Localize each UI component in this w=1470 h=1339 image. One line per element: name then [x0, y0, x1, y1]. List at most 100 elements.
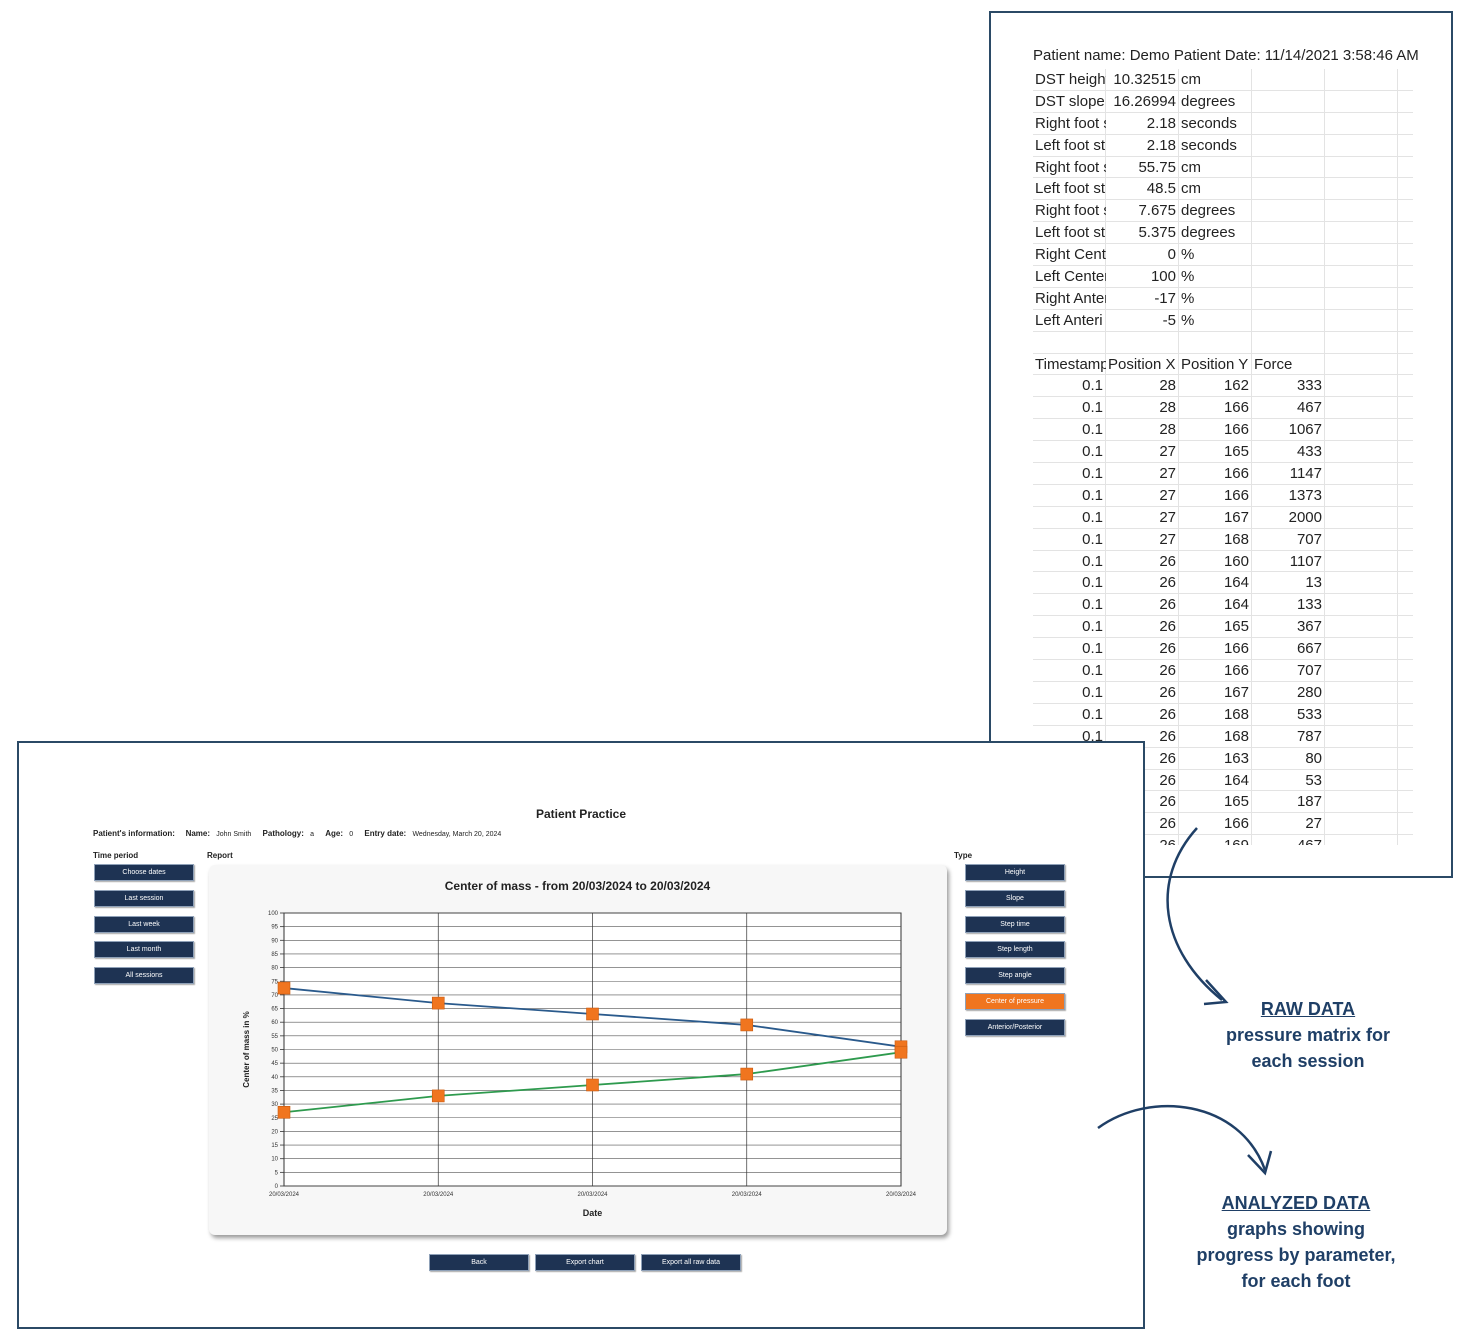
name-label: Name: — [185, 829, 211, 838]
summary-unit-cell: cm — [1181, 180, 1201, 198]
empty-cell — [1252, 288, 1325, 309]
summary-value-cell: 48.5 — [1146, 180, 1176, 198]
type-button-center-of-pressure[interactable]: Center of pressure — [965, 993, 1065, 1010]
analyzed-data-arrowhead-icon — [1247, 1150, 1273, 1176]
type-button-step-angle[interactable]: Step angle — [965, 967, 1065, 985]
raw-data-cell: 164 — [1223, 596, 1249, 614]
raw-data-cell: 467 — [1296, 399, 1322, 417]
summary-label-cell: Left foot st — [1035, 180, 1106, 198]
empty-cell — [1325, 660, 1398, 681]
time-button-all-sessions[interactable]: All sessions — [94, 967, 194, 985]
empty-cell — [1325, 748, 1398, 769]
time-button-last-week[interactable]: Last week — [94, 915, 194, 933]
raw-data-row: 0.1 28 162 333 — [1033, 375, 1413, 398]
y-tick-label: 0 — [275, 1184, 279, 1190]
raw-data-cell: 0.1 — [1082, 399, 1103, 417]
summary-row: Right foot s 2.18 seconds — [1033, 113, 1413, 135]
summary-label-cell: DST slope — [1035, 92, 1105, 110]
raw-data-cell: 333 — [1296, 377, 1322, 395]
analyzed-data-caption-2: progress by parameter, — [1196, 1245, 1396, 1265]
empty-cell — [1398, 113, 1413, 134]
age-label: Age: — [325, 829, 344, 838]
type-button-step-length[interactable]: Step length — [965, 941, 1065, 959]
empty-cell — [1325, 682, 1398, 703]
empty-cell — [1252, 222, 1325, 243]
empty-cell — [1325, 704, 1398, 725]
raw-data-row: 0.1 27 166 1373 — [1033, 485, 1413, 507]
entry-date: Wednesday, March 20, 2024 — [412, 831, 502, 838]
empty-cell — [1252, 332, 1325, 353]
empty-cell — [1398, 507, 1413, 528]
column-header-cell: Position X — [1108, 355, 1176, 373]
data-point-marker — [431, 1089, 445, 1103]
time-button-last-month[interactable]: Last month — [94, 941, 194, 959]
type-button-step-time[interactable]: Step time — [965, 915, 1065, 933]
raw-data-cell: 167 — [1223, 508, 1249, 526]
back-button[interactable]: Back — [429, 1254, 529, 1271]
x-tick-label: 20/03/2024 — [886, 1192, 917, 1198]
y-tick-label: 90 — [271, 938, 278, 944]
raw-data-cell: 169 — [1179, 835, 1252, 845]
raw-data-cell: 0.1 — [1082, 530, 1103, 548]
empty-cell — [1398, 244, 1413, 265]
summary-row: Left Anteri -5% — [1033, 310, 1413, 332]
raw-data-cell: 27 — [1159, 486, 1176, 504]
empty-cell — [1252, 69, 1325, 90]
empty-cell — [1325, 91, 1398, 112]
raw-data-cell: 26 — [1159, 793, 1176, 811]
empty-cell — [1325, 135, 1398, 156]
empty-cell — [1398, 485, 1413, 506]
empty-cell — [1325, 157, 1398, 178]
raw-data-cell: 0.1 — [1082, 618, 1103, 636]
y-tick-label: 25 — [271, 1116, 278, 1122]
empty-cell — [1325, 441, 1398, 462]
raw-data-heading: RAW DATA — [1260, 999, 1356, 1019]
empty-cell — [1398, 551, 1413, 572]
summary-unit-cell: % — [1181, 289, 1195, 307]
patient-information: Patient's information: Name: John Smith … — [93, 829, 510, 838]
empty-cell — [1398, 157, 1413, 178]
analyzed-data-heading: ANALYZED DATA — [1221, 1193, 1371, 1213]
empty-cell — [1033, 332, 1106, 353]
patient-practice-window: Patient Practice Patient's information: … — [17, 741, 1145, 1329]
raw-data-cell: 26 — [1159, 749, 1176, 767]
x-tick-label: 20/03/2024 — [423, 1192, 454, 1198]
raw-data-cell: 27 — [1159, 443, 1176, 461]
raw-data-cell: 133 — [1296, 596, 1322, 614]
raw-data-header-row: Timestamp Position X Position Y Force — [1033, 354, 1413, 376]
summary-row: Right Anter -17% — [1033, 288, 1413, 310]
empty-cell — [1398, 770, 1413, 791]
summary-unit-cell: degrees — [1181, 202, 1236, 220]
raw-data-cell: 1147 — [1289, 465, 1322, 483]
raw-data-cell: 26 — [1159, 552, 1176, 570]
empty-cell — [1252, 200, 1325, 221]
time-button-last-session[interactable]: Last session — [94, 889, 194, 907]
pathology-label: Pathology: — [262, 829, 304, 838]
summary-unit-cell: seconds — [1181, 114, 1237, 132]
summary-label-cell: Right Cente — [1035, 246, 1106, 264]
type-button-height[interactable]: Height — [965, 864, 1065, 881]
empty-cell — [1398, 200, 1413, 221]
type-button-anterior-posterior[interactable]: Anterior/Posterior — [965, 1018, 1065, 1036]
summary-label-cell: Left Center — [1035, 268, 1106, 286]
entry-date-label: Entry date: — [364, 829, 407, 838]
time-button-choose-dates[interactable]: Choose dates — [94, 864, 194, 881]
type-button-slope[interactable]: Slope — [965, 889, 1065, 907]
summary-row: Left foot st 2.18 seconds — [1033, 135, 1413, 157]
y-tick-label: 60 — [271, 1020, 278, 1026]
raw-data-cell: 166 — [1223, 815, 1249, 833]
raw-data-spreadsheet: Patient name: Demo Patient Date: 11/14/2… — [989, 11, 1453, 878]
raw-data-cell: 26 — [1159, 705, 1176, 723]
export-chart-button[interactable]: Export chart — [535, 1254, 635, 1271]
raw-data-row: 0.1 26 166 707 — [1033, 660, 1413, 682]
raw-data-cell: 467 — [1252, 835, 1325, 845]
raw-data-cell: 27 — [1159, 508, 1176, 526]
summary-row: DST slope 16.26994 degrees — [1033, 91, 1413, 113]
empty-cell — [1398, 572, 1413, 593]
empty-cell — [1325, 288, 1398, 309]
raw-data-cell: 707 — [1296, 530, 1322, 548]
empty-cell — [1252, 157, 1325, 178]
empty-cell — [1325, 397, 1398, 418]
raw-data-row: 0.1 27 166 1147 — [1033, 463, 1413, 485]
export-all-raw-data-button[interactable]: Export all raw data — [641, 1254, 741, 1271]
